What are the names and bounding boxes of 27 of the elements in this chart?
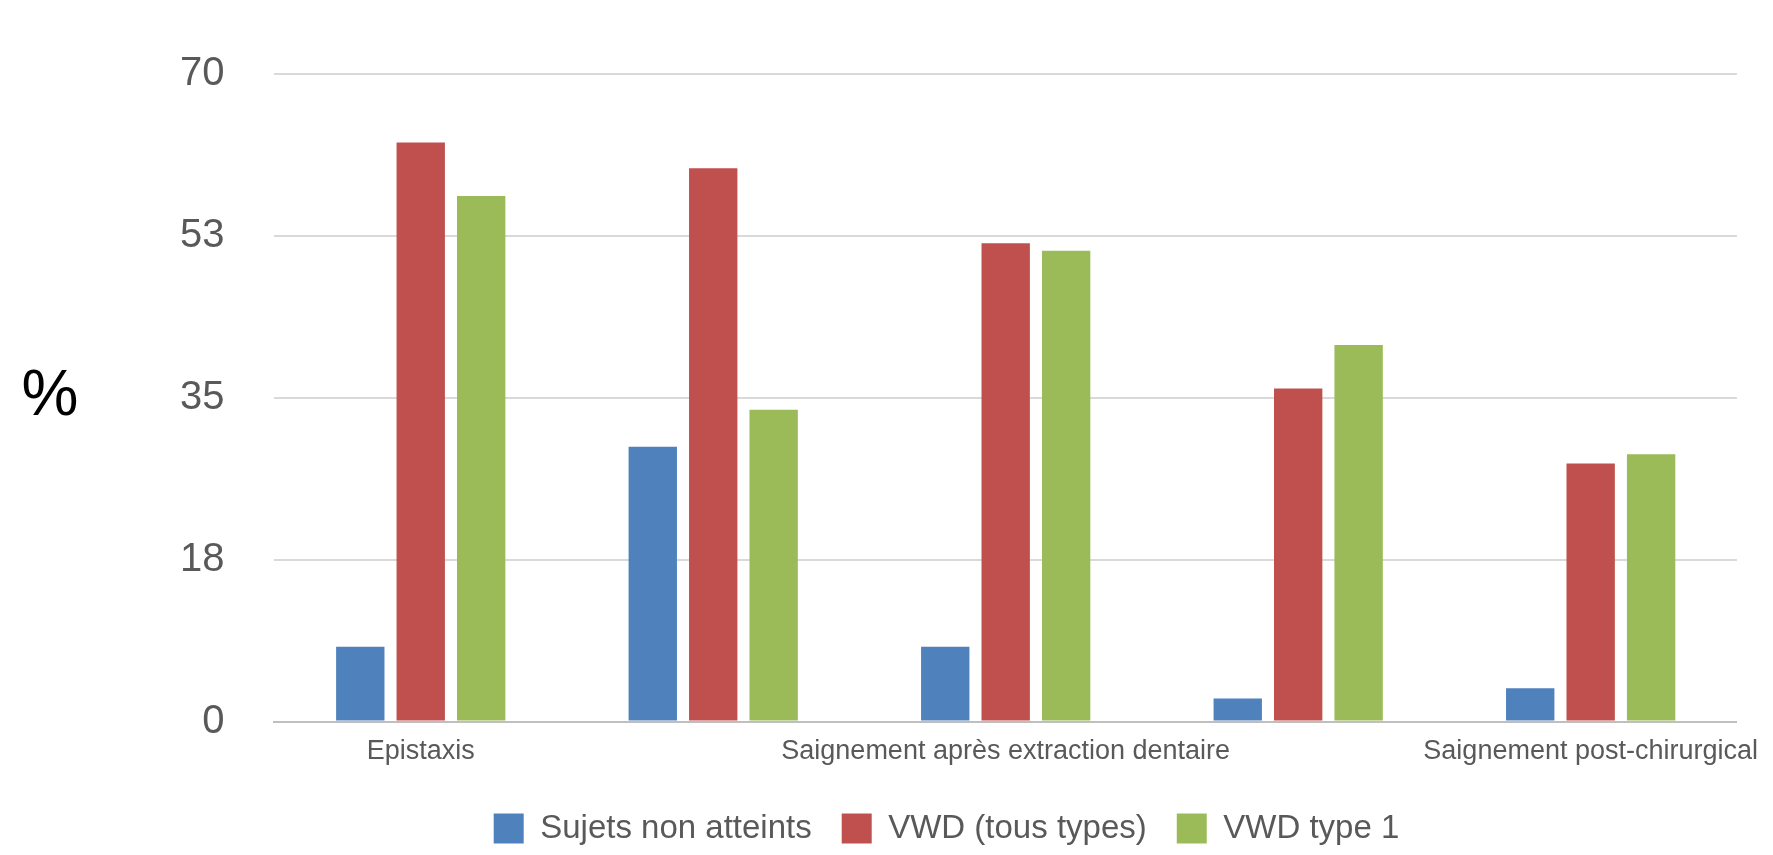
bar <box>1626 454 1676 721</box>
y-tick-label: 70 <box>179 49 225 94</box>
legend-label: VWD type 1 <box>1223 807 1400 845</box>
bar <box>628 446 677 721</box>
y-tick-label: 0 <box>202 696 225 741</box>
bar <box>921 646 970 721</box>
bar <box>457 196 506 721</box>
bar <box>1041 250 1091 721</box>
bar <box>1506 688 1555 721</box>
x-tick-label: Saignement après extraction dentaire <box>781 735 1231 766</box>
y-tick-label: 18 <box>179 534 225 579</box>
bar <box>336 646 385 721</box>
bar <box>396 142 445 721</box>
bar <box>1334 345 1383 721</box>
bar <box>689 168 738 721</box>
bar <box>1566 463 1615 721</box>
x-tick-label: Saignement post-chirurgical <box>1423 735 1758 766</box>
bar <box>1274 388 1323 721</box>
bar <box>749 409 798 721</box>
y-tick-label: 35 <box>179 372 225 417</box>
legend-label: Sujets non atteints <box>540 807 812 845</box>
x-tick-label: Epistaxis <box>366 735 475 766</box>
bar <box>981 243 1030 721</box>
y-axis-title: % <box>21 357 79 430</box>
bar <box>1213 698 1262 721</box>
y-tick-label: 53 <box>179 210 225 255</box>
legend-label: VWD (tous types) <box>888 807 1147 845</box>
